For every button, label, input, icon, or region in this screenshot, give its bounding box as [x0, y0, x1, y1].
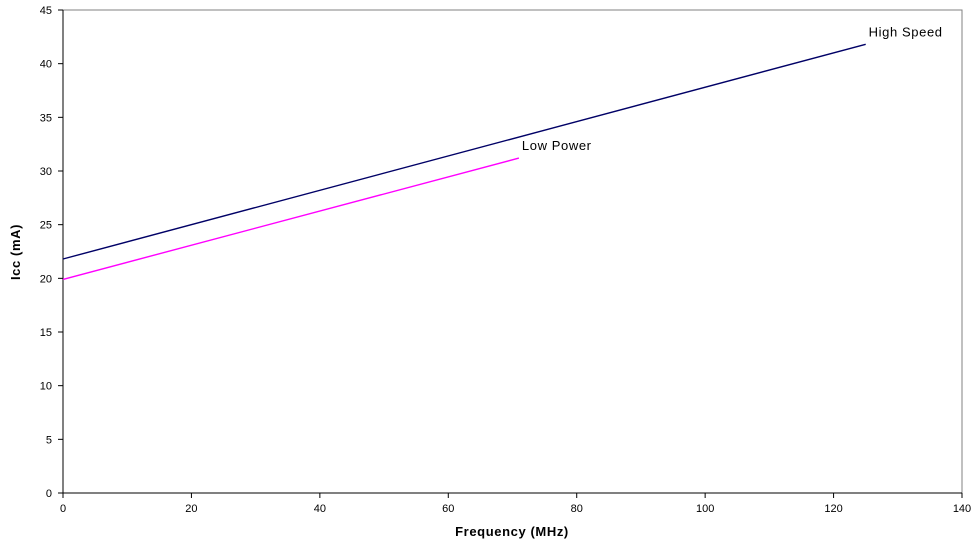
- y-tick-label: 10: [40, 381, 52, 393]
- labels-layer: High Speed Low Power: [522, 24, 943, 153]
- y-axis-title: Icc (mA): [8, 224, 23, 280]
- y-tick-label: 20: [40, 273, 52, 285]
- x-tick-label: 0: [60, 503, 66, 515]
- x-tick-label: 40: [314, 503, 326, 515]
- x-tick-label: 80: [571, 503, 583, 515]
- y-tick-label: 25: [40, 220, 52, 232]
- x-tick-label: 20: [185, 503, 197, 515]
- plot-area-border: [62, 9, 963, 494]
- x-axis-title: Frequency (MHz): [455, 524, 569, 539]
- y-tick-label: 30: [40, 166, 52, 178]
- x-tick-label: 100: [696, 503, 714, 515]
- y-tick-label: 45: [40, 5, 52, 17]
- y-tick-label: 5: [46, 434, 52, 446]
- series-line-low-power: [62, 157, 520, 281]
- y-tick-label: 35: [40, 112, 52, 124]
- x-tick-label: 140: [953, 503, 971, 515]
- plot-frame: [62, 9, 963, 494]
- x-tick-label: 120: [824, 503, 842, 515]
- series-layer: [62, 43, 866, 281]
- y-axis: 0 5 10 15 20 25 30 35 40 45: [40, 5, 64, 500]
- y-tick-label: 15: [40, 327, 52, 339]
- series-label-low-power: Low Power: [522, 138, 592, 153]
- x-axis: 0 20 40 60 80 100 120 140: [60, 492, 971, 515]
- series-label-high-speed: High Speed: [869, 24, 943, 39]
- y-tick-label: 40: [40, 59, 52, 71]
- x-tick-label: 60: [442, 503, 454, 515]
- y-tick-label: 0: [46, 488, 52, 500]
- series-line-high-speed: [62, 43, 866, 260]
